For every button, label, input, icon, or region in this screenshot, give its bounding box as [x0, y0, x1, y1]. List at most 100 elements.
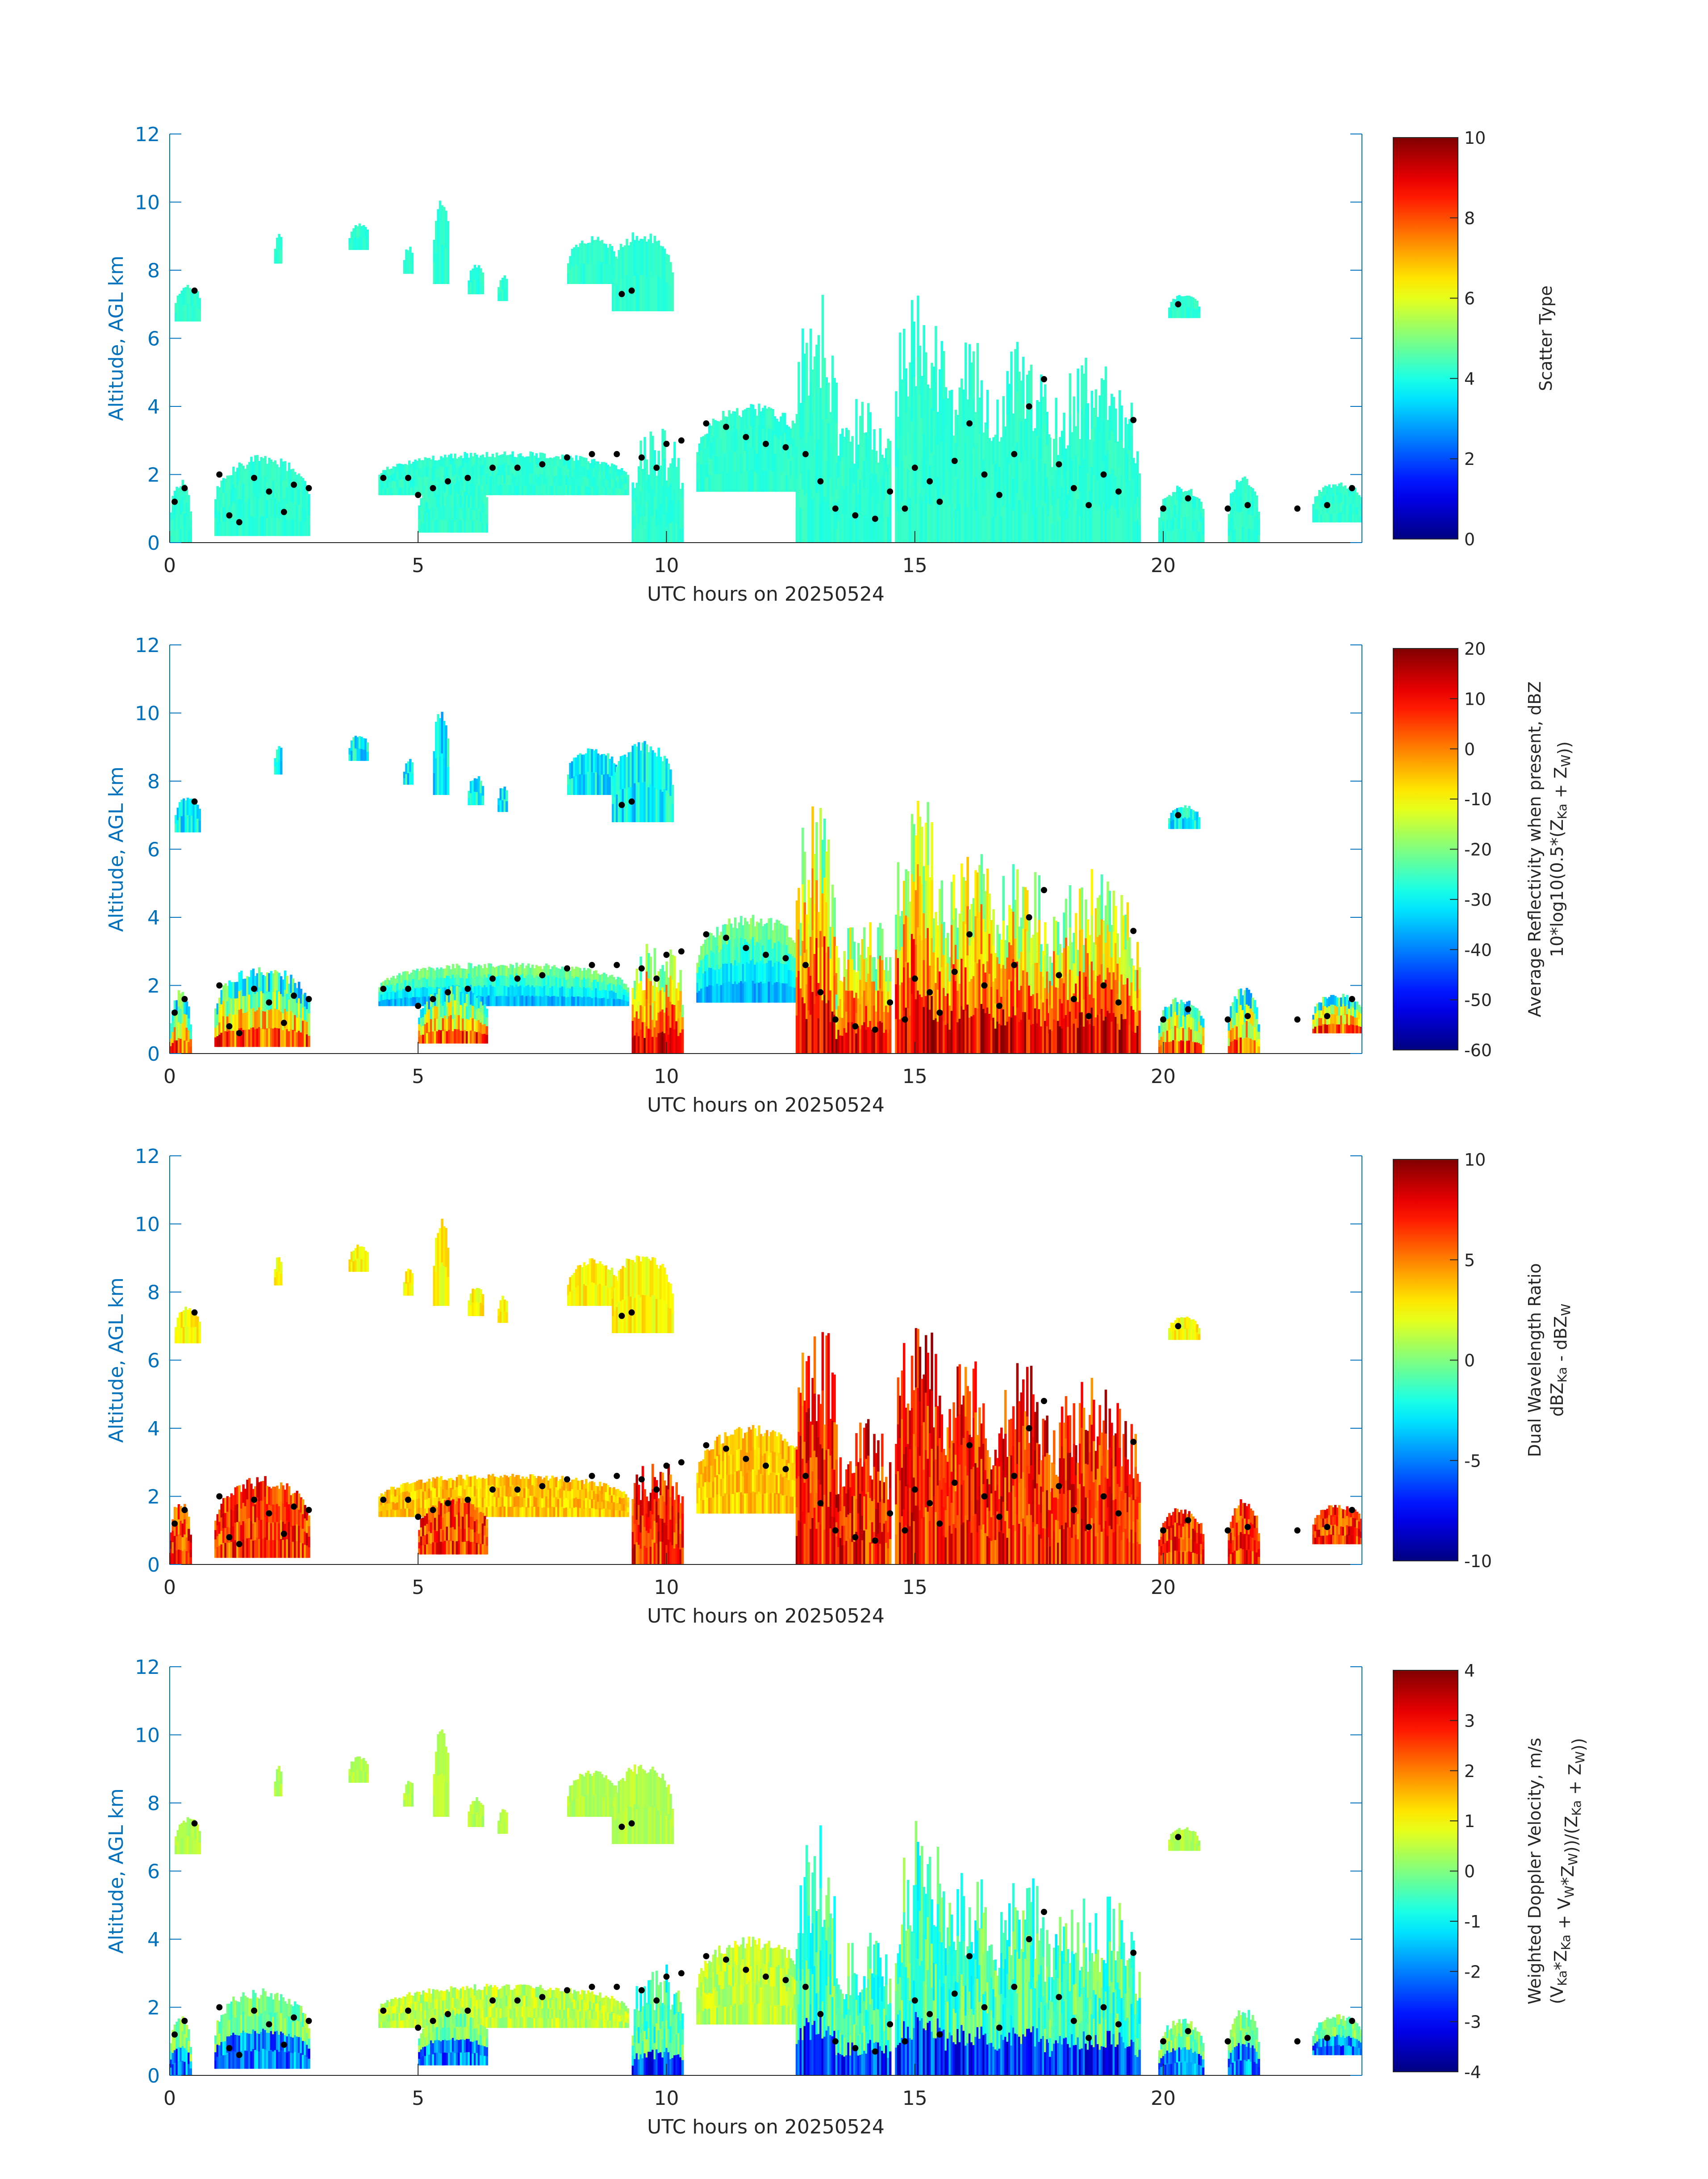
heatmap-cell: [672, 803, 674, 822]
heatmap-cell: [815, 822, 818, 880]
heatmap-cell: [1202, 1036, 1205, 1045]
heatmap-cell: [1138, 491, 1141, 508]
heatmap-cell: [1138, 1010, 1141, 1032]
heatmap-cell: [1002, 876, 1005, 920]
cloud-base-point: [1041, 376, 1047, 382]
cloud-base-point: [539, 461, 545, 468]
heatmap-cell: [280, 761, 283, 774]
cloud-base-point: [405, 475, 411, 481]
heatmap-cell: [1257, 1032, 1260, 1039]
heatmap-cell: [931, 822, 933, 880]
heatmap-cell: [1257, 1046, 1260, 1054]
cloud-base-point: [664, 441, 670, 447]
cloud-base-point: [912, 464, 918, 471]
heatmap-cell: [1257, 1039, 1260, 1046]
heatmap-cell: [889, 1029, 892, 1054]
heatmap-cell: [308, 505, 310, 515]
heatmap-cell: [863, 927, 866, 959]
heatmap-cell: [627, 997, 630, 1002]
heatmap-cell: [1257, 1025, 1260, 1032]
heatmap-cell: [1085, 358, 1087, 404]
heatmap-cell: [981, 381, 983, 421]
heatmap-cell: [851, 436, 854, 463]
cloud-base-point: [1160, 506, 1166, 512]
heatmap-cell: [1038, 875, 1041, 920]
cloud-base-point: [430, 485, 436, 491]
heatmap-cell: [889, 957, 892, 982]
heatmap-cell: [199, 309, 201, 322]
cloud-base-point: [564, 454, 570, 460]
heatmap-cell: [1198, 817, 1201, 824]
heatmap-cell: [1077, 368, 1079, 412]
cloud-base-point: [872, 516, 878, 522]
heatmap-cell: [899, 333, 902, 385]
heatmap-cell: [199, 298, 201, 310]
cloud-base-point: [817, 478, 823, 485]
cloud-base-point: [415, 492, 421, 498]
heatmap-cell: [935, 326, 937, 381]
heatmap-cell: [889, 466, 892, 492]
heatmap-cell: [1138, 989, 1141, 1011]
heatmap-cell: [889, 492, 892, 518]
y-tick-label: 2: [147, 464, 160, 487]
cloud-base-point: [723, 424, 729, 430]
heatmap-cell: [190, 1046, 192, 1054]
heatmap-cell: [996, 400, 999, 436]
heatmap-cell: [627, 485, 630, 490]
heatmap-cell: [188, 1007, 190, 1019]
cloud-base-point: [802, 451, 809, 457]
heatmap-cell: [889, 441, 892, 467]
heatmap-cell: [1115, 409, 1117, 443]
colorbar-tick-label: 10: [1464, 128, 1486, 148]
heatmap-cell: [1138, 1032, 1141, 1054]
colorbar-label: Scatter Type: [1536, 285, 1556, 391]
cloud-base-point: [1324, 502, 1330, 508]
cloud-base-point: [763, 441, 769, 447]
cloud-base-point: [1349, 485, 1355, 491]
heatmap-cell: [1065, 899, 1068, 937]
colorbar-tick-label: 0: [1464, 530, 1475, 549]
heatmap-cell: [505, 279, 508, 290]
cloud-base-point: [236, 519, 242, 525]
heatmap-cell: [1202, 526, 1205, 534]
cloud-base-point: [181, 485, 188, 491]
heatmap-cell: [411, 774, 414, 785]
heatmap-cell: [1105, 367, 1107, 411]
heatmap-cell: [1257, 519, 1260, 527]
cloud-base-point: [678, 437, 685, 443]
cloud-base-point: [783, 444, 789, 451]
cloud-base-point: [1185, 495, 1191, 502]
heatmap-cell: [1202, 1019, 1205, 1028]
cloud-base-point: [1026, 403, 1032, 410]
heatmap-cell: [486, 1017, 489, 1026]
heatmap-cell: [1198, 823, 1201, 829]
heatmap-cell: [1022, 357, 1025, 404]
cloud-base-point: [1130, 417, 1136, 423]
heatmap-cell: [1202, 1027, 1205, 1036]
heatmap-cell: [486, 1026, 489, 1035]
heatmap-cell: [1198, 306, 1201, 312]
heatmap-cell: [1202, 509, 1205, 517]
heatmap-cell: [818, 335, 820, 387]
heatmap-cell: [280, 748, 283, 761]
cloud-base-point: [887, 489, 893, 495]
cloud-base-point: [465, 475, 471, 481]
cloud-base-point: [281, 509, 287, 515]
cloud-base-point: [445, 478, 451, 485]
heatmap-cell: [681, 1029, 684, 1041]
heatmap-cell: [482, 272, 484, 284]
heatmap-cell: [190, 1025, 192, 1032]
heatmap-cell: [1136, 942, 1139, 970]
heatmap-cell: [837, 958, 840, 982]
heatmap-cell: [673, 956, 676, 981]
y-axis-label: Altitude, AGL km: [105, 255, 128, 421]
heatmap-cell: [1257, 535, 1260, 543]
heatmap-cell: [913, 322, 915, 377]
heatmap-cell: [482, 795, 484, 805]
cloud-base-point: [902, 506, 908, 512]
heatmap-cell: [966, 857, 969, 907]
heatmap-cell: [199, 809, 201, 821]
